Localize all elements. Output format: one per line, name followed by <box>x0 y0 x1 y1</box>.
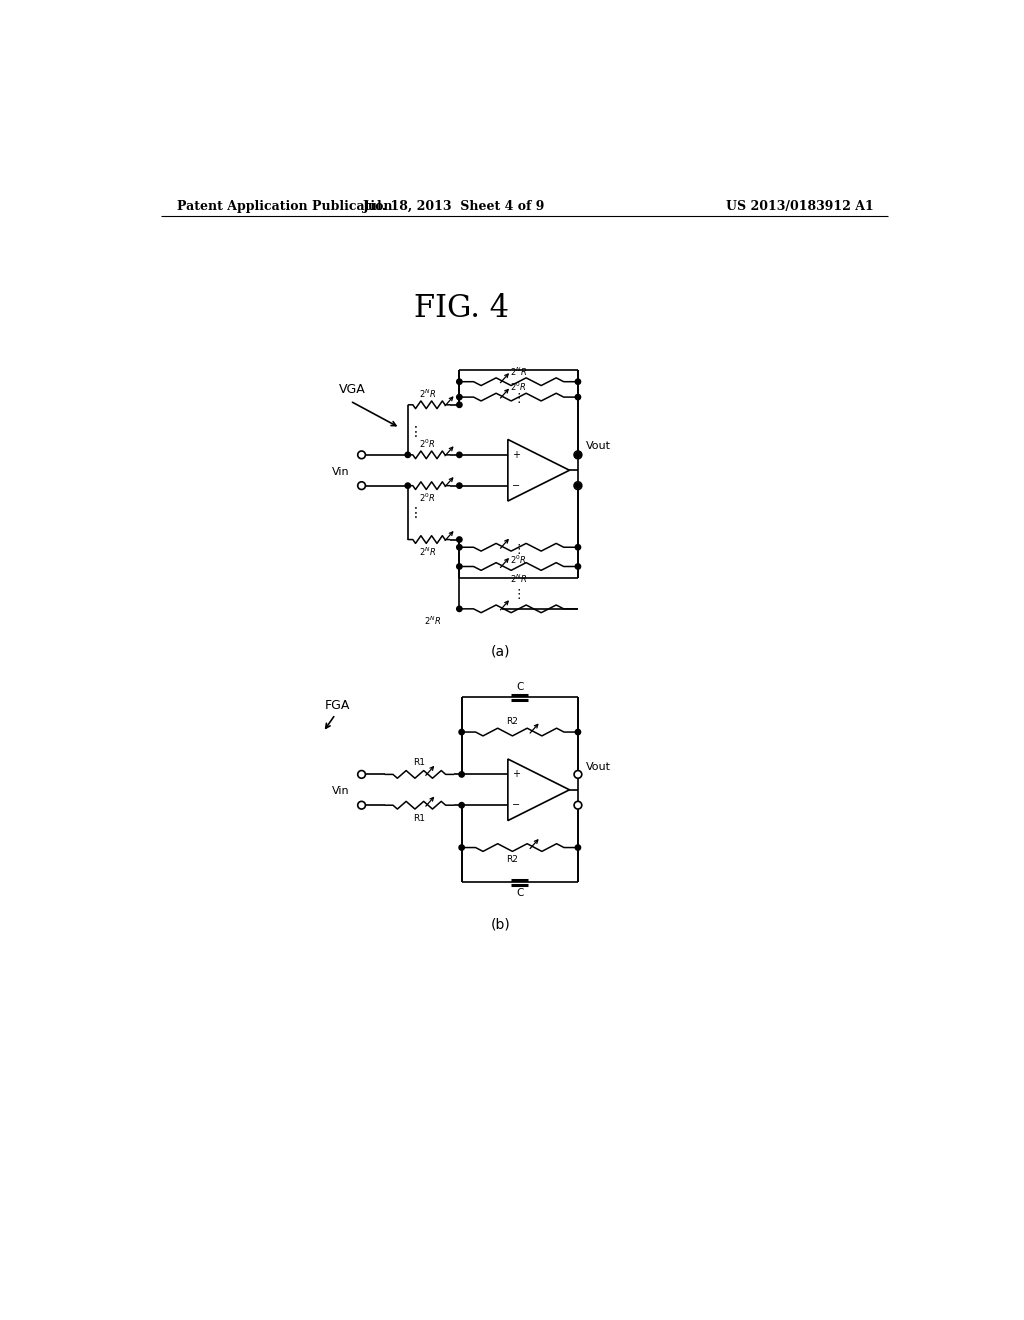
Text: (a): (a) <box>490 644 510 659</box>
Text: R2: R2 <box>506 717 518 726</box>
Circle shape <box>357 801 366 809</box>
Circle shape <box>575 453 581 458</box>
Text: R1: R1 <box>414 759 425 767</box>
Text: FGA: FGA <box>325 698 350 711</box>
Circle shape <box>457 453 462 458</box>
Text: ⋮: ⋮ <box>512 543 525 556</box>
Text: $2^0R$: $2^0R$ <box>419 438 435 450</box>
Text: $2^0R$: $2^0R$ <box>510 381 527 393</box>
Circle shape <box>459 730 464 735</box>
Circle shape <box>575 845 581 850</box>
Text: ⋮: ⋮ <box>409 506 422 520</box>
Text: Vout: Vout <box>586 441 610 450</box>
Circle shape <box>457 545 462 550</box>
Text: R1: R1 <box>414 814 425 822</box>
Text: −: − <box>512 480 520 491</box>
Circle shape <box>457 395 462 400</box>
Text: Jul. 18, 2013  Sheet 4 of 9: Jul. 18, 2013 Sheet 4 of 9 <box>362 199 545 213</box>
Circle shape <box>357 451 366 459</box>
Text: C: C <box>516 681 523 692</box>
Circle shape <box>457 537 462 543</box>
Text: $2^0R$: $2^0R$ <box>419 492 435 504</box>
Circle shape <box>457 606 462 611</box>
Circle shape <box>575 803 581 808</box>
Text: +: + <box>512 770 520 779</box>
Circle shape <box>575 379 581 384</box>
Circle shape <box>406 453 411 458</box>
Circle shape <box>459 803 464 808</box>
Text: US 2013/0183912 A1: US 2013/0183912 A1 <box>726 199 873 213</box>
Text: $2^NR$: $2^NR$ <box>510 366 527 378</box>
Circle shape <box>574 771 582 779</box>
Text: ⋮: ⋮ <box>512 589 525 602</box>
Text: −: − <box>512 800 520 810</box>
Text: Patent Application Publication: Patent Application Publication <box>177 199 392 213</box>
Text: $2^0R$: $2^0R$ <box>510 553 527 566</box>
Circle shape <box>575 545 581 550</box>
Text: ⋮: ⋮ <box>512 392 525 405</box>
Circle shape <box>575 395 581 400</box>
Circle shape <box>457 564 462 569</box>
Text: $2^NR$: $2^NR$ <box>424 615 441 627</box>
Circle shape <box>457 483 462 488</box>
Circle shape <box>457 403 462 408</box>
Text: +: + <box>512 450 520 459</box>
Text: $2^NR$: $2^NR$ <box>419 388 436 400</box>
Text: $2^NR$: $2^NR$ <box>510 573 527 585</box>
Circle shape <box>457 379 462 384</box>
Circle shape <box>459 772 464 777</box>
Text: FIG. 4: FIG. 4 <box>414 293 509 323</box>
Circle shape <box>459 845 464 850</box>
Text: Vin: Vin <box>333 467 350 477</box>
Text: R2: R2 <box>506 855 518 865</box>
Circle shape <box>575 730 581 735</box>
Circle shape <box>357 482 366 490</box>
Circle shape <box>574 801 582 809</box>
Text: C: C <box>516 888 523 898</box>
Text: VGA: VGA <box>339 383 366 396</box>
Circle shape <box>575 483 581 488</box>
Circle shape <box>575 564 581 569</box>
Text: $2^NR$: $2^NR$ <box>419 545 436 558</box>
Circle shape <box>357 771 366 779</box>
Circle shape <box>574 451 582 459</box>
Text: Vin: Vin <box>333 787 350 796</box>
Text: (b): (b) <box>490 917 510 932</box>
Text: Vout: Vout <box>586 762 610 772</box>
Circle shape <box>406 483 411 488</box>
Circle shape <box>574 482 582 490</box>
Circle shape <box>575 772 581 777</box>
Text: ⋮: ⋮ <box>409 425 422 438</box>
